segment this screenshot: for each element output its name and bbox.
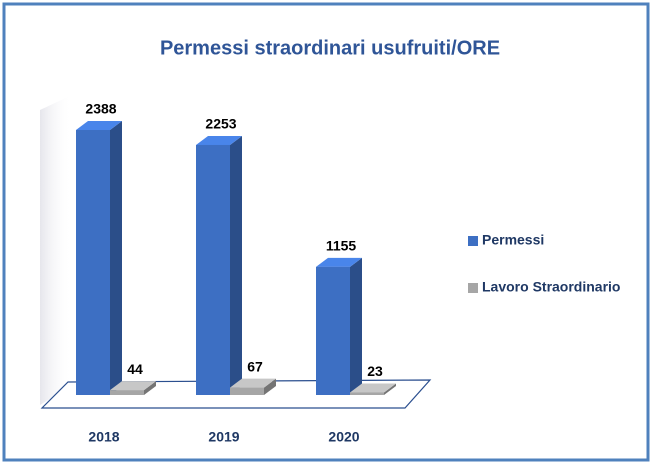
legend-label: Permessi <box>482 232 544 248</box>
data-label: 44 <box>127 361 143 377</box>
bar-side <box>230 135 242 396</box>
bar-top <box>76 121 122 130</box>
bar-side <box>264 378 276 395</box>
x-tick-label: 2018 <box>88 429 119 445</box>
bar-top <box>230 378 276 388</box>
bar-side <box>350 257 362 395</box>
bar <box>76 130 110 395</box>
bar <box>350 392 384 395</box>
bar-side <box>144 381 156 395</box>
x-tick-label: 2020 <box>328 429 359 445</box>
bar <box>110 390 144 395</box>
bar-top <box>110 381 156 391</box>
bar-top <box>316 257 362 267</box>
legend-label: Lavoro Straordinario <box>482 279 620 295</box>
data-label: 23 <box>367 363 383 379</box>
bar-top <box>350 383 396 393</box>
data-label: 2388 <box>85 101 116 117</box>
bar <box>230 387 264 395</box>
bar-top <box>196 135 242 145</box>
legend-swatch <box>468 236 478 246</box>
data-label: 1155 <box>326 238 357 254</box>
bar <box>316 266 350 395</box>
data-label: 2253 <box>205 116 236 132</box>
x-tick-label: 2019 <box>208 429 239 445</box>
legend-swatch <box>468 283 478 293</box>
bar <box>196 144 230 395</box>
back-wall <box>40 95 72 405</box>
chart-title: Permessi straordinari usufruiti/ORE <box>160 37 500 59</box>
data-label: 67 <box>247 358 263 374</box>
bar-side <box>110 121 122 395</box>
bar-side <box>384 383 396 395</box>
